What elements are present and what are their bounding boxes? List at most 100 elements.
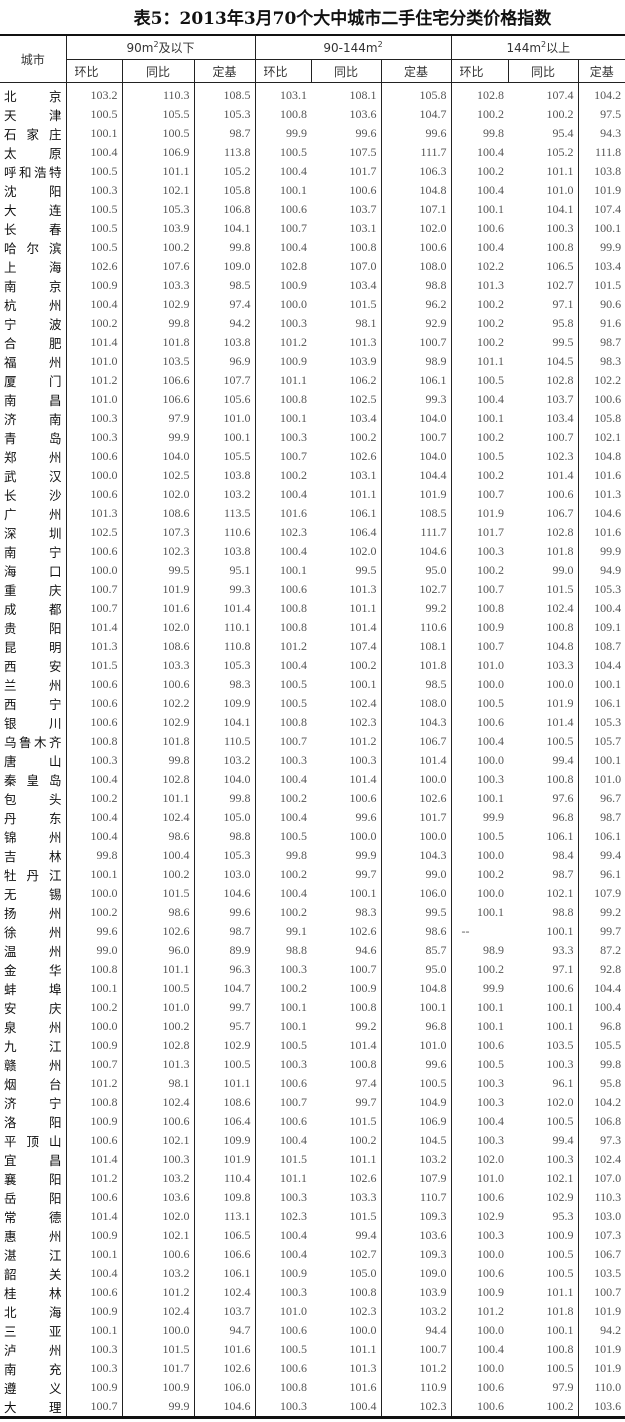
table-row: 扬州 100.2 98.6 99.6 100.2 98.3 99.5 100.1 98.8 99.… [0, 903, 625, 922]
base-over-144-cell: 105.3 [577, 580, 625, 599]
table-row: 南宁 100.6 102.3 103.8 100.4 102.0 104.6 100.3 101… [0, 542, 625, 561]
table-row: 长沙 100.6 102.0 103.2 100.4 101.1 101.9 100.7 100… [0, 485, 625, 504]
mom-under-90-cell: 100.7 [65, 1397, 122, 1418]
yoy-under-90-cell: 99.8 [121, 314, 194, 333]
mom-under-90-cell: 100.1 [65, 124, 122, 143]
base-under-90-cell: 101.1 [193, 1074, 256, 1093]
mom-90-144-cell: 100.3 [254, 1055, 312, 1074]
yoy-90-144-cell: 103.4 [349, 278, 377, 292]
table-row: 襄阳 101.2 103.2 110.4 101.1 102.6 107.9 101.0 102… [0, 1169, 625, 1188]
city-name-cell: 南充 [4, 1362, 62, 1377]
base-90-144-cell: 106.7 [380, 732, 452, 751]
yoy-90-144-cell: 102.7 [349, 1247, 377, 1261]
yoy-under-90-cell: 100.2 [121, 865, 194, 884]
mom-over-144-cell: 100.6 [450, 1397, 509, 1418]
yoy-over-144-cell: 93.3 [552, 943, 574, 957]
city-name-cell: 赣州 [4, 1058, 62, 1073]
base-under-90-cell: 97.4 [193, 295, 256, 314]
mom-over-144-cell: 100.6 [450, 1264, 509, 1283]
subheader-base: 定基 [193, 59, 256, 83]
mom-over-144-cell: 100.6 [450, 219, 509, 238]
yoy-90-144-cell: 100.0 [349, 829, 377, 843]
mom-90-144-cell: 100.8 [254, 618, 312, 637]
mom-over-144-cell: 100.7 [450, 485, 509, 504]
base-under-90-cell: 110.8 [193, 637, 256, 656]
base-over-144-cell: 106.7 [577, 1245, 625, 1264]
base-90-144-cell: 95.0 [380, 561, 452, 580]
base-over-144-cell: 101.6 [577, 523, 625, 542]
table-row: 石家庄 100.1 100.5 98.7 99.9 99.6 99.6 99.8 95.4 94.… [0, 124, 625, 143]
yoy-over-144-cell: 95.3 [552, 1209, 574, 1223]
base-90-144-cell: 101.0 [380, 1036, 452, 1055]
yoy-90-144-cell: 100.2 [349, 430, 377, 444]
mom-90-144-cell: 100.6 [254, 1112, 312, 1131]
base-90-144-cell: 104.0 [380, 409, 452, 428]
table-row: 青岛 100.3 99.9 100.1 100.3 100.2 100.7 100.2 100.… [0, 428, 625, 447]
base-over-144-cell: 106.1 [577, 827, 625, 846]
table-row: 烟台 101.2 98.1 101.1 100.6 97.4 100.5 100.3 96.1 9… [0, 1074, 625, 1093]
yoy-90-144-cell: 102.6 [349, 449, 377, 463]
mom-over-144-cell: 100.0 [450, 884, 509, 903]
yoy-90-144-cell: 107.4 [349, 639, 377, 653]
base-under-90-cell: 102.4 [193, 1283, 256, 1302]
yoy-90-144-cell: 103.7 [349, 202, 377, 216]
city-name-cell: 石家庄 [4, 127, 62, 142]
yoy-over-144-cell: 99.0 [552, 563, 574, 577]
base-90-144-cell: 104.5 [380, 1131, 452, 1150]
table-row: 济宁 100.8 102.4 108.6 100.7 99.7 104.9 100.3 102.… [0, 1093, 625, 1112]
yoy-over-144-cell: 100.8 [546, 772, 574, 786]
base-under-90-cell: 94.2 [193, 314, 256, 333]
base-under-90-cell: 106.6 [193, 1245, 256, 1264]
mom-90-144-cell: 100.9 [254, 352, 312, 371]
yoy-over-144-cell: 96.1 [552, 1076, 574, 1090]
mom-under-90-cell: 100.9 [65, 1378, 122, 1397]
mom-90-144-cell: 100.2 [254, 466, 312, 485]
mom-over-144-cell: 100.2 [450, 314, 509, 333]
yoy-90-144-cell: 106.1 [349, 506, 377, 520]
base-under-90-cell: 103.8 [193, 542, 256, 561]
mom-under-90-cell: 101.2 [65, 1074, 122, 1093]
mom-90-144-cell: 100.3 [254, 751, 312, 770]
mom-90-144-cell: 102.3 [254, 1207, 312, 1226]
base-90-144-cell: 99.2 [380, 599, 452, 618]
mom-under-90-cell: 99.0 [65, 941, 122, 960]
yoy-under-90-cell: 107.6 [121, 257, 194, 276]
mom-over-144-cell: 100.2 [450, 561, 509, 580]
base-under-90-cell: 99.6 [193, 903, 256, 922]
city-name-cell: 南京 [4, 279, 62, 294]
base-over-144-cell: 99.2 [577, 903, 625, 922]
yoy-under-90-cell: 96.0 [121, 941, 194, 960]
base-under-90-cell: 99.8 [193, 789, 256, 808]
yoy-under-90-cell: 100.2 [121, 1017, 194, 1036]
city-name-cell: 遵义 [4, 1381, 62, 1396]
yoy-over-144-cell: 100.1 [546, 1019, 574, 1033]
mom-over-144-cell: 99.8 [450, 124, 509, 143]
base-over-144-cell: 106.8 [577, 1112, 625, 1131]
table-row: 宁波 100.2 99.8 94.2 100.3 98.1 92.9 100.2 95.8 91.… [0, 314, 625, 333]
mom-under-90-cell: 100.6 [65, 542, 122, 561]
base-under-90-cell: 103.2 [193, 751, 256, 770]
yoy-under-90-cell: 102.0 [121, 618, 194, 637]
mom-under-90-cell: 101.3 [65, 637, 122, 656]
city-name-cell: 温州 [4, 944, 62, 959]
mom-under-90-cell: 100.6 [65, 447, 122, 466]
yoy-90-144-cell: 101.4 [349, 772, 377, 786]
base-over-144-cell: 100.1 [577, 675, 625, 694]
table-row: 九江 100.9 102.8 102.9 100.5 101.4 101.0 100.6 103… [0, 1036, 625, 1055]
yoy-90-144-cell: 99.7 [355, 867, 377, 881]
yoy-over-144-cell: 106.5 [546, 259, 574, 273]
base-90-144-cell: 100.0 [380, 827, 452, 846]
mom-over-144-cell: 102.0 [450, 1150, 509, 1169]
yoy-under-90-cell: 102.1 [121, 1131, 194, 1150]
base-under-90-cell: 105.8 [193, 181, 256, 200]
mom-under-90-cell: 101.0 [65, 352, 122, 371]
base-over-144-cell: 107.4 [577, 200, 625, 219]
base-under-90-cell: 105.3 [193, 105, 256, 124]
table-row: 韶关 100.4 103.2 106.1 100.9 105.0 109.0 100.6 100… [0, 1264, 625, 1283]
yoy-over-144-cell: 101.1 [546, 164, 574, 178]
table-row: 上海 102.6 107.6 109.0 102.8 107.0 108.0 102.2 106… [0, 257, 625, 276]
base-under-90-cell: 103.2 [193, 485, 256, 504]
base-90-144-cell: 98.8 [380, 276, 452, 295]
table-row: 湛江 100.1 100.6 106.6 100.4 102.7 109.3 100.0 100… [0, 1245, 625, 1264]
yoy-90-144-cell: 101.4 [349, 1038, 377, 1052]
